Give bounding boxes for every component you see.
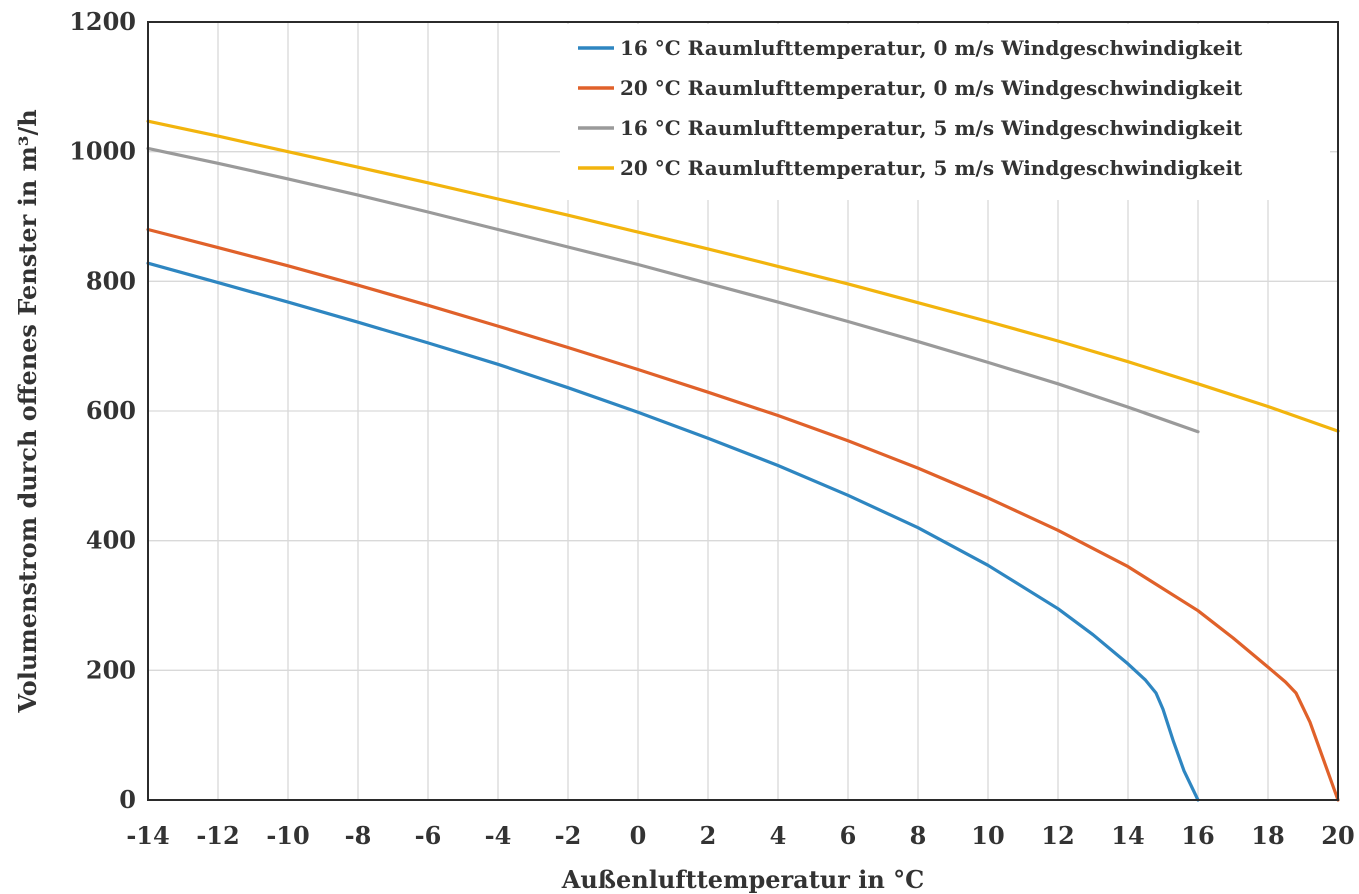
series-line <box>146 227 1340 802</box>
y-tick-label: 200 <box>86 655 136 684</box>
series-line <box>146 119 1340 433</box>
x-axis-label: Außenlufttemperatur in °C <box>561 865 925 894</box>
plot-frame <box>147 21 1339 801</box>
x-tick-label: 14 <box>1111 821 1144 850</box>
legend-entry-label: 16 °C Raumlufttemperatur, 0 m/s Windgesc… <box>620 36 1243 60</box>
tick-labels: -14 -12 -10 -8 -6 -4 -2 0 2 4 6 8 10 12 14 16 18 20020040… <box>69 7 1355 850</box>
y-axis-label: Volumenstrom durch offenes Fenster in m³… <box>13 109 42 713</box>
legend: 16 °C Raumlufttemperatur, 0 m/s Windgesc… <box>560 24 1330 200</box>
legend-background <box>560 24 1330 200</box>
x-tick-label: -14 <box>126 821 169 850</box>
x-tick-label: 0 <box>630 821 647 850</box>
series-lines <box>146 119 1340 802</box>
x-tick-label: -4 <box>485 821 512 850</box>
x-tick-label: -6 <box>415 821 442 850</box>
x-tick-label: 4 <box>770 821 787 850</box>
y-tick-label: 800 <box>86 266 136 295</box>
y-tick-label: 0 <box>119 785 136 814</box>
x-tick-label: 6 <box>840 821 857 850</box>
legend-entry-label: 20 °C Raumlufttemperatur, 5 m/s Windgesc… <box>620 156 1243 180</box>
x-tick-label: 12 <box>1041 821 1074 850</box>
legend-entry-label: 16 °C Raumlufttemperatur, 5 m/s Windgesc… <box>620 116 1243 140</box>
x-tick-label: 20 <box>1321 821 1354 850</box>
series-line <box>146 146 1200 434</box>
y-tick-label: 600 <box>86 396 136 425</box>
x-tick-label: -2 <box>555 821 582 850</box>
x-tick-label: 10 <box>971 821 1004 850</box>
x-tick-label: 16 <box>1181 821 1214 850</box>
legend-entry-label: 20 °C Raumlufttemperatur, 0 m/s Windgesc… <box>620 76 1243 100</box>
y-tick-label: 1000 <box>69 137 136 166</box>
x-tick-label: -12 <box>196 821 239 850</box>
x-tick-label: 2 <box>700 821 717 850</box>
x-tick-label: 8 <box>910 821 927 850</box>
y-tick-label: 400 <box>86 526 136 555</box>
series-line <box>146 261 1200 802</box>
x-tick-label: 18 <box>1251 821 1284 850</box>
x-tick-label: -10 <box>266 821 309 850</box>
y-tick-label: 1200 <box>69 7 136 36</box>
x-tick-label: -8 <box>345 821 372 850</box>
